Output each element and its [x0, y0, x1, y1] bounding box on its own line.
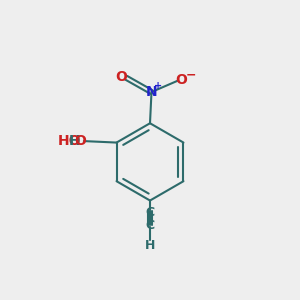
Text: C: C — [146, 206, 154, 219]
Text: H: H — [145, 238, 155, 252]
Text: N: N — [146, 85, 157, 99]
Text: C: C — [146, 219, 154, 232]
Text: O: O — [115, 70, 127, 84]
Text: −: − — [186, 68, 196, 81]
Text: O: O — [175, 73, 187, 87]
Text: H: H — [69, 134, 81, 148]
Text: O: O — [74, 134, 86, 148]
Text: +: + — [154, 80, 162, 91]
Text: HO: HO — [57, 134, 81, 148]
